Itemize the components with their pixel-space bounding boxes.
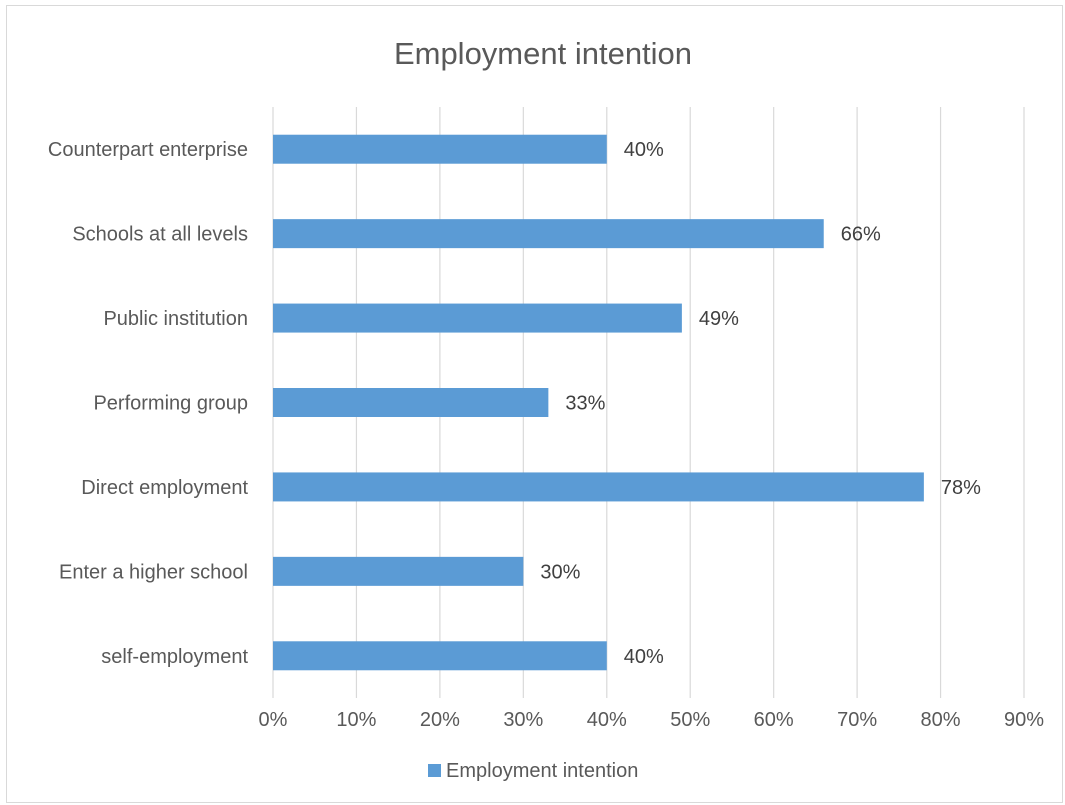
category-label: Direct employment <box>81 477 248 499</box>
category-label: Public institution <box>103 308 248 330</box>
gridlines <box>272 107 1025 698</box>
bars <box>273 134 924 671</box>
x-tick-label: 40% <box>587 709 627 731</box>
x-tick-label: 90% <box>1004 709 1044 731</box>
x-tick-label: 50% <box>670 709 710 731</box>
x-tick-label: 0% <box>259 709 288 731</box>
category-labels: Counterpart enterprise Schools at all lev… <box>48 139 249 668</box>
bar <box>273 303 682 333</box>
x-tick-label: 60% <box>754 709 794 731</box>
bar <box>273 556 524 586</box>
data-labels: 40% 66% 49% 33% 78% 30% 40% <box>540 139 981 668</box>
bar <box>273 219 824 249</box>
category-label: Schools at all levels <box>72 224 248 246</box>
data-label: 40% <box>624 646 664 668</box>
category-label: Enter a higher school <box>59 561 248 583</box>
data-label: 49% <box>699 308 739 330</box>
category-label: self-employment <box>101 646 248 668</box>
x-tick-label: 10% <box>336 709 376 731</box>
data-label: 78% <box>941 477 981 499</box>
x-tick-label: 80% <box>921 709 961 731</box>
data-label: 40% <box>624 139 664 161</box>
x-tick-label: 20% <box>420 709 460 731</box>
bar <box>273 134 607 164</box>
data-label: 30% <box>540 561 580 583</box>
x-tick-label: 70% <box>837 709 877 731</box>
bar <box>273 641 607 671</box>
data-label: 66% <box>841 224 881 246</box>
data-label: 33% <box>565 393 605 415</box>
category-label: Performing group <box>93 393 248 415</box>
chart-title: Employment intention <box>394 36 692 71</box>
category-label: Counterpart enterprise <box>48 139 248 161</box>
legend: Employment intention <box>428 760 638 782</box>
x-tick-label: 30% <box>503 709 543 731</box>
x-axis-ticks: 0% 10% 20% 30% 40% 50% 60% 70% 80% 90% <box>259 709 1045 731</box>
bar <box>273 472 924 502</box>
legend-swatch <box>428 764 441 777</box>
bar <box>273 388 549 417</box>
legend-label: Employment intention <box>446 760 638 782</box>
